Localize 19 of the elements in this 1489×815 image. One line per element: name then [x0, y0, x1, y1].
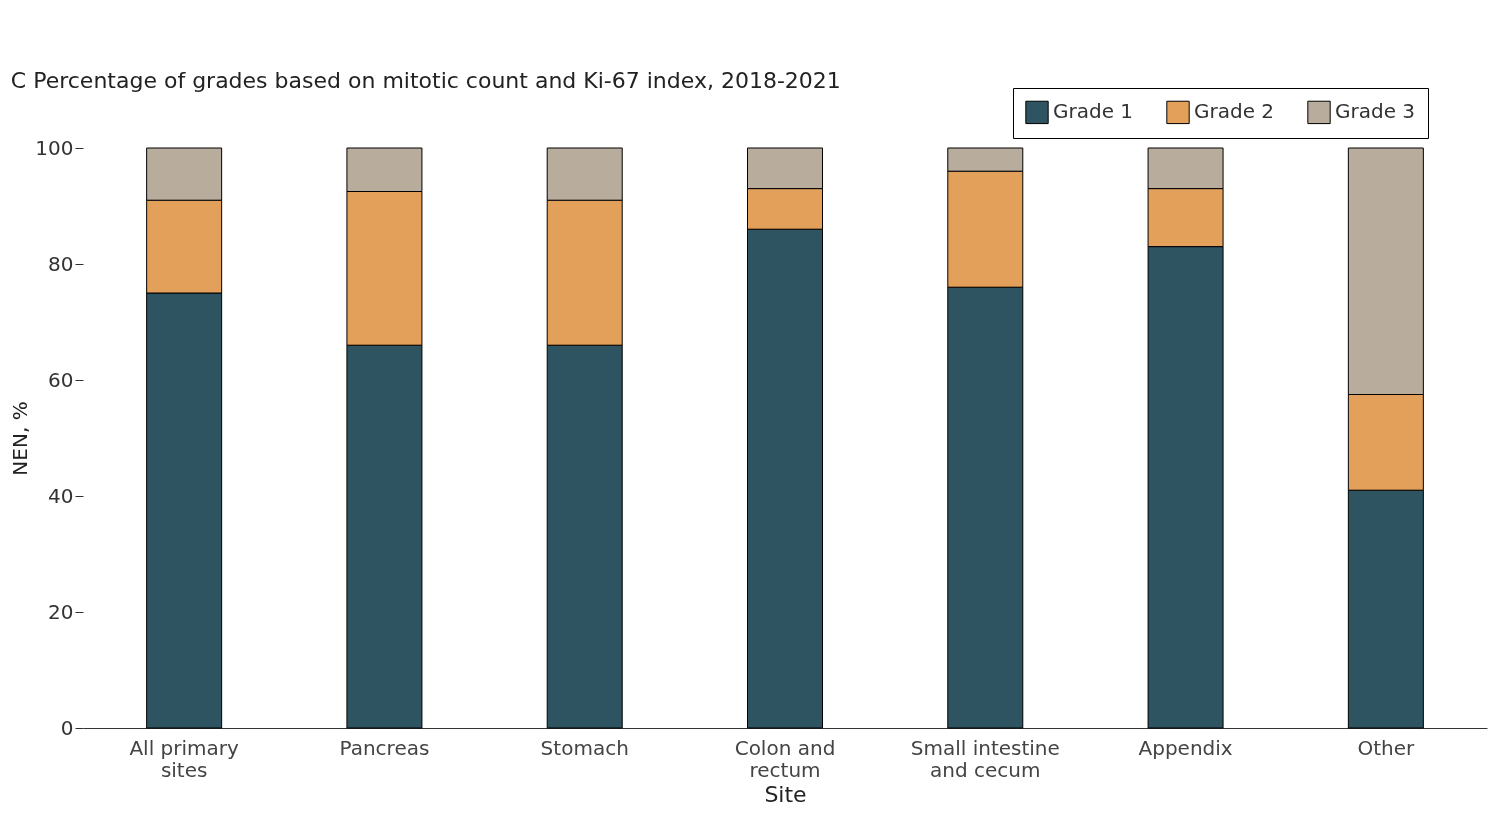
- x-tick-label: Stomach: [540, 735, 629, 760]
- y-axis-title: NEN, %: [8, 401, 33, 476]
- y-tick-label: 40: [48, 483, 74, 508]
- y-tick-label: 20: [48, 599, 74, 624]
- y-tick-label: 100: [35, 135, 74, 160]
- text: C Percentage of grades based on mitotic count and Ki-67 index, 2018-2021: [10, 68, 841, 93]
- x-tick-label: All primary sites: [129, 735, 240, 782]
- x-tick-label: Colon and rectum: [734, 735, 836, 782]
- x-tick-label: Small intestine and cecum: [910, 735, 1060, 782]
- x-tick-label: Other: [1357, 735, 1416, 760]
- y-tick-label: 0: [60, 715, 74, 740]
- y-tick-label: 60: [48, 367, 74, 392]
- x-axis-title: Site: [764, 781, 807, 807]
- legend-label: Grade 3: [1335, 99, 1416, 124]
- x-tick-label: Appendix: [1138, 735, 1233, 760]
- legend-label: Grade 2: [1194, 99, 1275, 124]
- y-tick-label: 80: [48, 251, 74, 276]
- x-tick-label: Pancreas: [339, 735, 430, 760]
- legend-label: Grade 1: [1053, 99, 1134, 124]
